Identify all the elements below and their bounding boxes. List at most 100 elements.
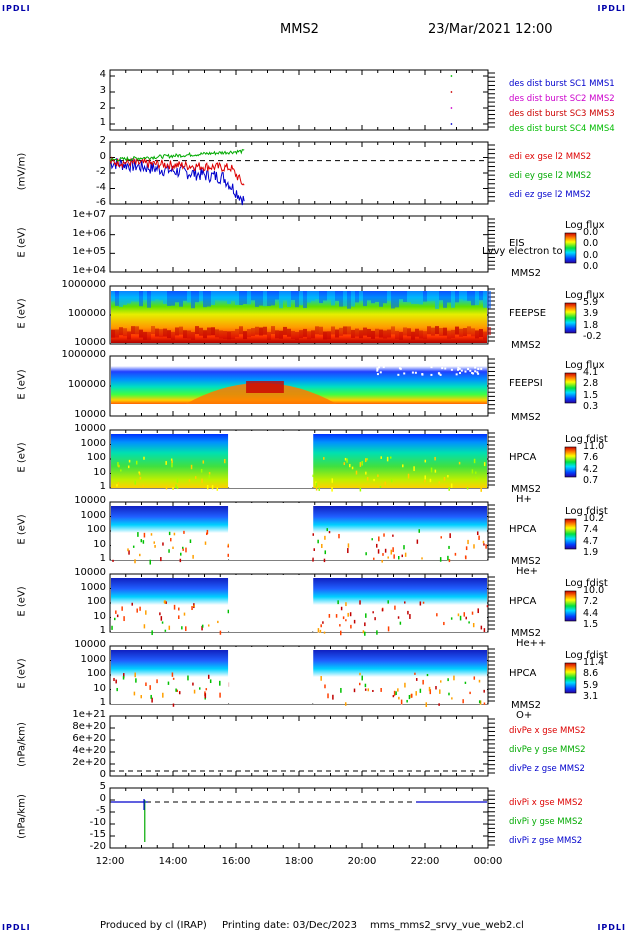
feepse-column [299,291,303,306]
hpca-pixel [337,600,339,605]
feepse-column [215,291,219,301]
hpca-pixel [172,677,175,680]
hpca-pixel [465,546,468,551]
feepse-column [395,330,399,339]
hpca-pixel [418,529,420,533]
feepse-column [335,329,339,338]
hpca-pixel [424,479,426,483]
feepsi-gap [414,371,417,374]
hpca-pixel [134,480,136,485]
feepse-column [287,328,291,337]
hpca-pixel [116,484,118,487]
feepse-column [355,328,359,337]
colorbar-value: 4.1 [583,367,599,378]
hpca-pixel [344,457,347,461]
colorbar [564,446,577,478]
feepse-column [111,291,115,302]
hpca-pixel [384,481,386,486]
spacecraft-label: MMS2 [511,700,541,711]
data-gap [229,575,313,632]
panel-frame-1 [109,69,489,131]
hpca-pixel [321,543,323,548]
hpca-pixel [114,617,116,621]
hpca-pixel [347,543,350,548]
hpca-pixel [387,556,389,559]
feepse-column [239,291,243,306]
hpca-pixel [149,559,152,565]
y-tick-label: 10 [93,610,106,622]
hpca-pixel [167,681,170,685]
feepse-column [155,328,159,337]
hpca-pixel [160,616,163,621]
hpca-pixel [312,474,314,478]
legend-entry: divPi y gse MMS2 [509,817,583,827]
feepsi-gap [430,366,433,369]
hpca-pixel [165,486,168,490]
hpca-pixel [135,678,137,683]
feepse-column [235,291,239,305]
feepse-column [279,330,283,339]
feepse-column [191,291,195,309]
hpca-pixel [438,481,441,484]
hpca-pixel [448,692,450,696]
legend-entry: des dist burst SC4 MMS4 [509,124,615,134]
feepsi-gap [469,369,472,372]
hpca-pixel [364,688,367,691]
feepse-column [415,291,419,304]
spacecraft-label: MMS2 [511,628,541,639]
hpca-pixel [208,475,211,480]
y-tick-label: 100 [86,524,106,535]
colorbar-title: Log flux [565,360,605,371]
y-tick-label: 10000 [74,495,106,506]
hpca-pixel [116,687,118,692]
hpca-pixel [123,616,125,622]
colorbar [564,590,577,622]
hpca-pixel [381,608,384,612]
feepse-column [251,328,255,337]
hpca-pixel [364,622,366,627]
hpca-pixel [401,554,404,558]
hpca-pixel [168,531,171,536]
y-tick-label: 10 [93,682,106,694]
hpca-pixel [194,476,197,479]
hpca-pixel [123,673,125,678]
hpca-pixel [443,621,445,626]
feepse-column [203,291,207,308]
feepse-column [247,329,251,338]
hpca-pixel [344,702,347,706]
hpca-pixel [133,691,136,696]
feepse-column [411,331,415,340]
feepse-column [183,330,187,339]
hpca-pixel [347,612,349,617]
feepsi-gap [458,367,461,370]
hpca-pixel [465,616,467,620]
y-tick-label: 10000 [74,639,106,650]
hpca-pixel [407,610,409,615]
hpca-pixel [448,486,450,491]
hpca-pixel [462,699,464,704]
y-tick-label: 0 [99,793,106,804]
feepse-column [299,330,303,339]
feepse-column [339,291,343,307]
hpca-pixel [478,535,480,540]
hpca-pixel [224,459,226,464]
hpca-pixel [190,464,193,470]
y-tick-label: 10000 [74,423,106,434]
hpca-pixel [365,613,367,618]
feepsi-hump [185,383,337,404]
hpca-pixel [454,552,457,556]
feepse-column [423,291,427,302]
hpca-pixel [219,692,221,698]
hpca-pixel [480,625,483,630]
hpca-pixel [145,610,147,615]
hpca-pixel [172,703,175,707]
feepse-column [291,291,295,300]
feepse-column [267,331,271,340]
hpca-pixel [188,479,191,482]
hpca-pixel [394,605,396,610]
feepse-column [399,291,403,300]
hpca-pixel [429,689,432,695]
hpca-pixel [227,553,230,557]
colorbar-value: 0.0 [583,261,599,272]
hpca-pixel [483,702,486,705]
